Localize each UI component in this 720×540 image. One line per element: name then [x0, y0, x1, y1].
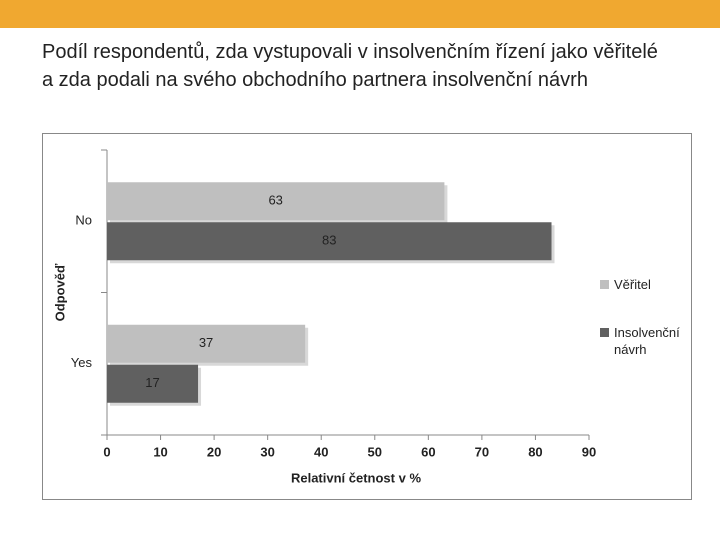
- data-label: 37: [199, 335, 213, 350]
- x-tick-label: 50: [368, 444, 382, 459]
- y-axis-label: Odpověď: [52, 263, 67, 321]
- slide-title: Podíl respondentů, zda vystupovali v ins…: [42, 41, 658, 91]
- legend-item: Insolvenční návrh: [600, 324, 704, 358]
- y-tick-label: Yes: [71, 355, 93, 370]
- top-bar: [0, 0, 720, 28]
- legend-label: Věřitel: [614, 277, 651, 292]
- legend-swatch: [600, 280, 609, 289]
- x-tick-label: 70: [475, 444, 489, 459]
- x-tick-label: 20: [207, 444, 221, 459]
- x-tick-label: 60: [421, 444, 435, 459]
- legend-item: Věřitel: [600, 276, 704, 293]
- data-label: 83: [322, 233, 336, 248]
- bar: [107, 364, 199, 403]
- legend-swatch: [600, 328, 609, 337]
- bar: [107, 182, 445, 221]
- x-tick-label: 10: [153, 444, 167, 459]
- bar: [107, 324, 306, 363]
- x-tick-label: 30: [260, 444, 274, 459]
- data-label: 63: [268, 193, 282, 208]
- bar: [107, 222, 552, 261]
- x-tick-label: 0: [103, 444, 110, 459]
- chart-frame: [42, 133, 692, 500]
- data-label: 17: [145, 375, 159, 390]
- legend-label: Insolvenční návrh: [614, 325, 680, 357]
- x-tick-label: 90: [582, 444, 596, 459]
- x-tick-label: 80: [528, 444, 542, 459]
- x-axis-label: Relativní četnost v %: [291, 470, 421, 485]
- y-tick-label: No: [75, 213, 92, 228]
- x-tick-label: 40: [314, 444, 328, 459]
